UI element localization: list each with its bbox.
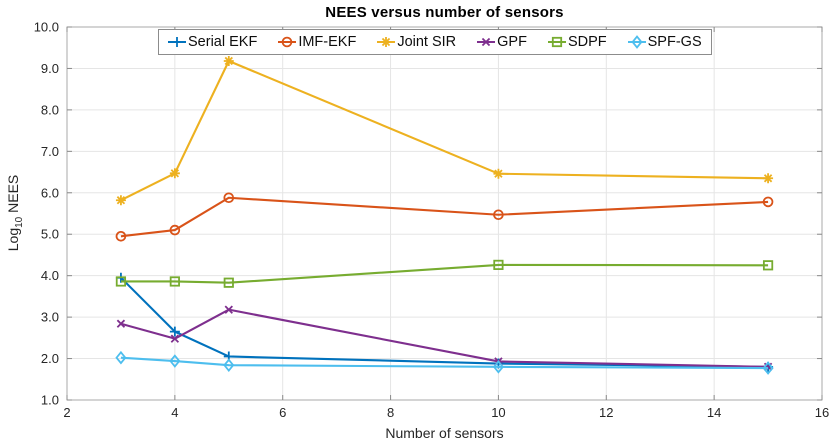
asterisk-marker: [223, 55, 234, 66]
legend-label: Serial EKF: [188, 34, 258, 50]
series-spf-gs: [115, 350, 774, 375]
x-tick-label: 4: [171, 405, 178, 420]
y-tick-label: 4.0: [41, 268, 59, 283]
diamond-marker: [223, 358, 235, 373]
square-marker: [551, 36, 563, 48]
x-tick-label: 8: [387, 405, 394, 420]
circle-marker: [169, 224, 181, 236]
square-marker: [762, 260, 774, 271]
legend-label: SPF-GS: [647, 34, 702, 50]
legend-item-gpf: GPF: [477, 34, 527, 50]
series-serial-ekf: [115, 272, 774, 372]
y-axis-label: Log10 NEES: [5, 175, 25, 252]
legend-marker: [551, 36, 563, 48]
asterisk-marker: [763, 173, 774, 184]
y-tick-label: 8.0: [41, 102, 59, 117]
x-tick-label: 10: [491, 405, 505, 420]
diamond-marker: [762, 361, 774, 375]
asterisk-marker: [169, 168, 180, 179]
x-axis-label: Number of sensors: [385, 425, 504, 441]
circle-marker: [493, 209, 504, 221]
gridlines: [67, 27, 822, 400]
legend-marker: [282, 36, 293, 48]
legend-item-spf-gs: SPF-GS: [627, 34, 702, 50]
legend-marker: [172, 37, 182, 47]
plus-marker: [169, 326, 180, 337]
square-marker: [115, 276, 127, 287]
series-line-serial-ekf: [120, 276, 769, 368]
axis-ticks: [66, 26, 823, 401]
y-tick-label: 9.0: [41, 61, 59, 76]
asterisk-marker: [493, 168, 504, 179]
y-tick-label: 3.0: [41, 310, 59, 325]
square-marker: [169, 276, 180, 287]
series-gpf: [116, 305, 773, 372]
series-line-joint-sir: [120, 59, 769, 202]
series-joint-sir: [115, 55, 774, 206]
circle-marker: [223, 192, 235, 204]
diamond-marker: [631, 35, 643, 49]
x-tick-label: 16: [815, 405, 829, 420]
legend-label: IMF-EKF: [298, 34, 357, 50]
asterisk-marker: [381, 37, 392, 47]
circle-marker: [282, 36, 293, 48]
series-imf-ekf: [115, 192, 774, 242]
x-tick-label: 2: [63, 405, 70, 420]
square-marker: [223, 277, 234, 288]
legend: Serial EKF IMF-EKF Joint SIR GPF SDPF SPF-GS: [158, 29, 712, 55]
y-tick-label: 7.0: [41, 144, 59, 159]
legend-label: Joint SIR: [397, 34, 457, 50]
x-tick-label: 14: [707, 405, 721, 420]
plus-marker: [172, 37, 182, 47]
y-tick-label: 10.0: [34, 20, 59, 35]
x-marker: [481, 37, 491, 47]
series-line-sdpf: [120, 263, 769, 284]
y-tick-label: 1.0: [41, 393, 59, 408]
legend-marker: [481, 37, 491, 47]
legend-marker: [631, 35, 643, 49]
spf-gs-marker-icon: [627, 35, 646, 49]
circle-marker: [762, 196, 774, 208]
y-tick-label: 5.0: [41, 227, 59, 242]
axis-box: [66, 26, 823, 401]
serial-ekf-marker-icon: [168, 37, 186, 47]
gpf-marker-icon: [477, 37, 496, 47]
x-tick-label: 6: [279, 405, 286, 420]
chart-title: NEES versus number of sensors: [325, 4, 564, 21]
series-sdpf: [115, 259, 774, 288]
legend-label: SDPF: [567, 34, 607, 50]
diamond-marker: [115, 350, 127, 365]
y-axis-label-rest: NEES: [5, 174, 22, 217]
imf-ekf-marker-icon: [278, 36, 297, 48]
x-marker: [116, 319, 126, 328]
x-marker: [224, 305, 233, 314]
diamond-marker: [169, 354, 181, 368]
joint-sir-marker-icon: [377, 37, 396, 47]
square-marker: [493, 259, 504, 270]
legend-item-sdpf: SDPF: [547, 34, 607, 50]
tick-labels: 2 4 6 8 10 12 14 16 1.0 2.0 3.0 4.0 5.0 6.0 7.0 8.0 9.0 1…: [34, 20, 830, 421]
asterisk-marker: [115, 195, 126, 206]
series-line-spf-gs: [120, 356, 769, 370]
circle-marker: [115, 230, 127, 242]
series-line-imf-ekf: [120, 196, 769, 238]
diamond-marker: [492, 360, 504, 374]
legend-item-joint-sir: Joint SIR: [377, 34, 456, 50]
legend-marker: [381, 37, 392, 47]
x-marker: [170, 334, 180, 343]
legend-item-serial-ekf: Serial EKF: [168, 34, 257, 50]
legend-item-imf-ekf: IMF-EKF: [278, 34, 356, 50]
sdpf-marker-icon: [547, 36, 566, 48]
y-tick-label: 2.0: [41, 351, 59, 366]
legend-label: GPF: [497, 34, 527, 50]
y-axis-label-subscript: 10: [13, 216, 25, 228]
x-tick-label: 12: [599, 405, 613, 420]
y-axis-label-main: Log: [5, 227, 22, 252]
y-tick-label: 6.0: [41, 185, 59, 200]
